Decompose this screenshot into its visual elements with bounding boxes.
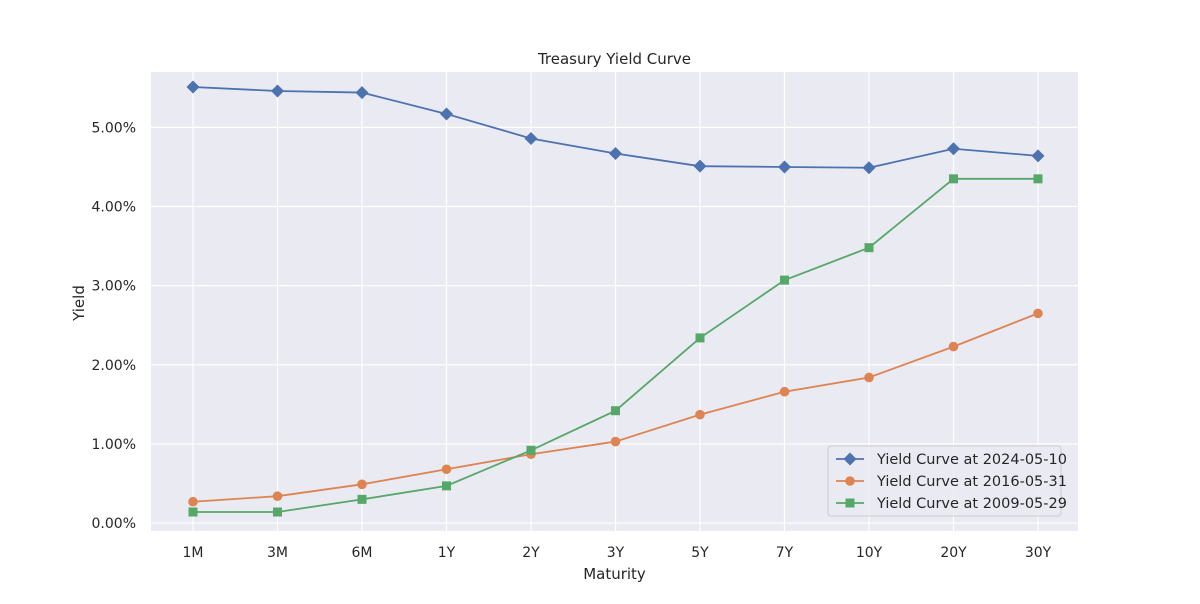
- x-tick-labels: 1M 3M 6M 1Y 2Y 3Y 5Y 7Y 10Y 20Y 30Y: [183, 545, 1052, 561]
- y-tick-label: 4.00%: [92, 200, 136, 216]
- y-tick-labels: 0.00% 1.00% 2.00% 3.00% 4.00% 5.00%: [92, 120, 136, 532]
- data-point: [1033, 308, 1043, 319]
- legend-item: Yield Curve at 2016-05-31: [836, 474, 1067, 490]
- x-tick-label: 20Y: [940, 545, 967, 561]
- data-point: [949, 174, 958, 184]
- y-tick-label: 1.00%: [92, 437, 136, 453]
- legend-items: Yield Curve at 2024-05-10 Yield Curve at …: [836, 452, 1067, 512]
- data-point: [780, 275, 789, 285]
- legend-label: Yield Curve at 2016-05-31: [876, 474, 1067, 490]
- data-point: [186, 80, 200, 94]
- x-tick-label: 5Y: [691, 545, 709, 561]
- y-tick-label: 0.00%: [92, 516, 136, 532]
- data-point: [526, 445, 536, 455]
- data-point: [357, 494, 367, 504]
- data-point: [695, 333, 705, 343]
- data-point: [611, 406, 620, 416]
- data-point: [862, 161, 876, 175]
- data-point: [442, 481, 451, 491]
- data-point: [271, 84, 284, 98]
- data-point: [357, 479, 367, 490]
- legend-box: [827, 445, 1062, 517]
- y-axis-label: Yield: [70, 285, 88, 322]
- data-point: [1033, 174, 1043, 184]
- series-group: [188, 174, 1043, 517]
- legend-label: Yield Curve at 2024-05-10: [876, 452, 1067, 468]
- legend: Yield Curve at 2024-05-10 Yield Curve at …: [827, 445, 1067, 517]
- legend-marker: [845, 498, 855, 508]
- series-layer: [186, 80, 1045, 517]
- legend-item: Yield Curve at 2009-05-29: [836, 496, 1067, 512]
- y-tick-label: 2.00%: [92, 358, 136, 374]
- data-point: [695, 409, 705, 420]
- data-point: [524, 131, 538, 145]
- data-point: [188, 496, 198, 507]
- data-point: [693, 159, 707, 173]
- chart-title: Treasury Yield Curve: [537, 50, 691, 68]
- data-point: [947, 142, 960, 156]
- data-point: [609, 147, 622, 161]
- x-tick-label: 2Y: [522, 545, 540, 561]
- data-point: [864, 243, 874, 253]
- data-point: [441, 464, 452, 475]
- x-tick-label: 3Y: [607, 545, 625, 561]
- legend-item: Yield Curve at 2024-05-10: [836, 452, 1067, 468]
- x-tick-label: 30Y: [1025, 545, 1052, 561]
- y-tick-label: 3.00%: [92, 279, 136, 295]
- legend-marker: [843, 452, 857, 466]
- data-point: [440, 107, 453, 121]
- x-tick-label: 6M: [352, 545, 373, 561]
- data-point: [948, 341, 959, 352]
- x-tick-label: 3M: [267, 545, 288, 561]
- series-group: [186, 80, 1045, 175]
- x-tick-label: 10Y: [856, 545, 883, 561]
- y-tick-label: 5.00%: [92, 120, 136, 136]
- legend-label: Yield Curve at 2009-05-29: [876, 496, 1067, 512]
- x-tick-label: 7Y: [776, 545, 794, 561]
- data-point: [778, 160, 791, 174]
- x-tick-label: 1M: [183, 545, 204, 561]
- data-point: [272, 491, 283, 501]
- data-point: [1031, 149, 1045, 163]
- legend-marker: [845, 476, 855, 486]
- data-point: [355, 86, 369, 100]
- data-point: [188, 507, 198, 517]
- data-point: [864, 372, 874, 383]
- series-group: [188, 308, 1043, 507]
- data-point: [779, 386, 790, 397]
- data-point: [610, 436, 621, 447]
- x-tick-label: 1Y: [438, 545, 456, 561]
- data-point: [273, 507, 282, 517]
- x-axis-label: Maturity: [583, 565, 646, 583]
